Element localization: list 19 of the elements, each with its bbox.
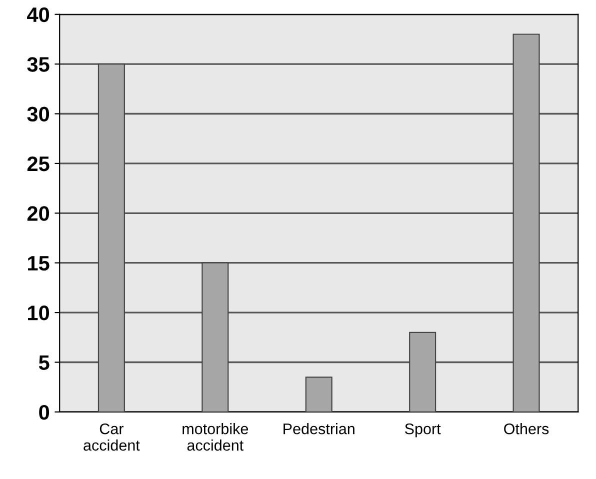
y-tick-label: 5 bbox=[38, 355, 50, 370]
bar bbox=[98, 64, 125, 412]
y-tick-label: 0 bbox=[39, 404, 50, 420]
x-tick-label: Others bbox=[504, 423, 549, 434]
y-tick-label: 20 bbox=[27, 206, 50, 221]
bar bbox=[409, 332, 436, 412]
y-tick-label: 40 bbox=[27, 7, 50, 22]
bar bbox=[305, 376, 332, 412]
y-tick-label: 35 bbox=[27, 57, 50, 72]
y-tick-label: 30 bbox=[27, 106, 50, 122]
x-tick-label: motorbike accident bbox=[182, 423, 248, 451]
bar bbox=[202, 262, 229, 412]
y-tick-label: 15 bbox=[28, 256, 50, 271]
bar bbox=[512, 34, 540, 412]
x-tick-label: Pedestrian bbox=[284, 423, 354, 434]
x-tick-label: Car accident bbox=[84, 423, 140, 451]
y-tick-label: 25 bbox=[27, 156, 50, 172]
x-tick-label: Sport bbox=[405, 423, 441, 438]
y-tick-label: 10 bbox=[28, 306, 50, 320]
